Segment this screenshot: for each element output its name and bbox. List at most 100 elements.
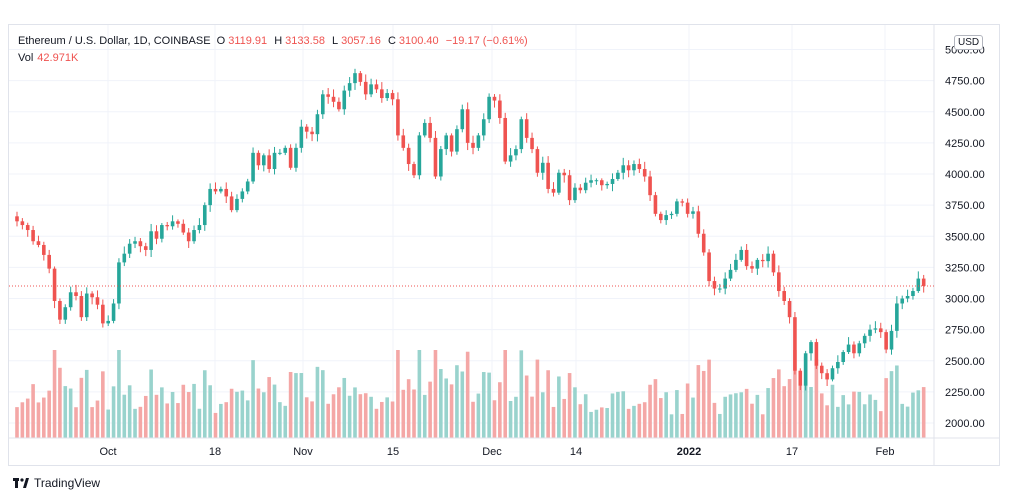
y-tick-label: 2500.00 [945,356,985,368]
volume-bar [363,393,368,438]
volume-bar [734,393,738,438]
volume-bar [52,350,57,438]
volume-bar [444,378,448,438]
volume-bar [551,406,556,438]
volume-bars [15,350,926,438]
volume-bar [680,413,685,438]
volume-bar [417,350,422,438]
tradingview-brand[interactable]: TradingView [13,476,100,490]
candle-body [47,254,51,269]
candle-body [664,215,668,221]
candle-body [648,176,652,196]
candle-body [106,320,111,324]
candle-body [20,221,25,226]
candle-body [304,126,309,132]
candle-body [337,101,341,110]
candle-body [315,114,320,135]
candle-body [814,342,819,366]
volume-bar [213,412,218,438]
volume-bar [294,373,298,438]
candle-body [798,370,803,386]
candle-body [793,317,797,371]
open-label: O [216,35,226,47]
candle-body [256,152,261,166]
volume-bar [755,394,760,438]
volume-bar [814,359,819,438]
candle-body [25,225,30,231]
candle-body [857,343,862,354]
volume-bar [358,394,363,438]
candle-body [535,149,540,173]
candle-body [723,278,727,289]
volume-bar [557,376,561,438]
volume-bar [299,373,304,438]
volume-bar [337,387,341,438]
volume-bar [68,388,73,438]
candle-body [267,155,271,170]
candle-body [197,225,202,231]
volume-bar [321,370,325,438]
candle-body [900,298,905,304]
volume-bar [728,394,733,438]
x-tick-label: 14 [570,446,582,458]
candle-body [433,137,438,177]
volume-bar [433,350,438,438]
candle-body [31,230,35,242]
volume-bar [63,386,68,438]
volume-bar [675,390,679,438]
volume-bar [777,369,781,438]
candle-body [444,135,448,150]
candle-body [192,230,196,242]
candle-body [369,84,373,95]
symbol-label: Ethereum / U.S. Dollar, 1D, COINBASE [18,35,211,47]
candle-body [868,329,872,336]
volume-bar [782,386,786,438]
candle-body [599,180,604,186]
volume-bar [605,408,609,438]
open-value: 3119.91 [228,35,268,47]
candle-body [739,249,744,260]
volume-bar [696,365,701,438]
candle-body [117,262,121,304]
time-axis: Oct 18 Nov 15 Dec 14 2022 17 Feb [8,437,1000,458]
candle-body [573,187,577,201]
x-tick-label: 18 [209,446,221,458]
candle-body [734,259,738,270]
change-value: −19.17 (−0.61%) [445,35,528,47]
candle-body [616,172,620,179]
volume-bar [583,394,588,438]
volume-bar [304,397,309,438]
currency-button[interactable]: USD [954,35,984,50]
y-tick-label: 4000.00 [945,169,985,181]
candle-body [707,252,711,282]
x-tick-label: Nov [293,446,313,458]
candle-body [766,253,770,262]
candle-body [154,231,159,239]
x-tick-label: 2022 [677,446,701,458]
volume-bar [47,390,51,438]
volume-bar [374,408,379,438]
candle-body [675,201,679,214]
volume-bar [718,413,722,438]
volume-bar [192,383,196,438]
candle-body [417,135,422,176]
candle-body [95,297,100,305]
candle-body [235,198,239,211]
candle-body [514,149,518,156]
volume-bar [519,350,524,438]
y-tick-label: 2000.00 [945,418,985,430]
volume-bar [916,390,921,438]
volume-bar [353,387,357,438]
candle-body [358,73,363,82]
candle-body [492,96,497,101]
candle-body [63,307,68,320]
volume-bar [20,402,25,438]
candle-body [771,253,776,273]
candle-body [852,344,856,354]
volume-bar [235,391,239,438]
volume-bar [342,377,347,438]
low-value: 3057.16 [341,35,381,47]
candle-body [165,225,170,227]
price-axis: 5000.004750.004500.004250.004000.003750.… [933,24,985,466]
